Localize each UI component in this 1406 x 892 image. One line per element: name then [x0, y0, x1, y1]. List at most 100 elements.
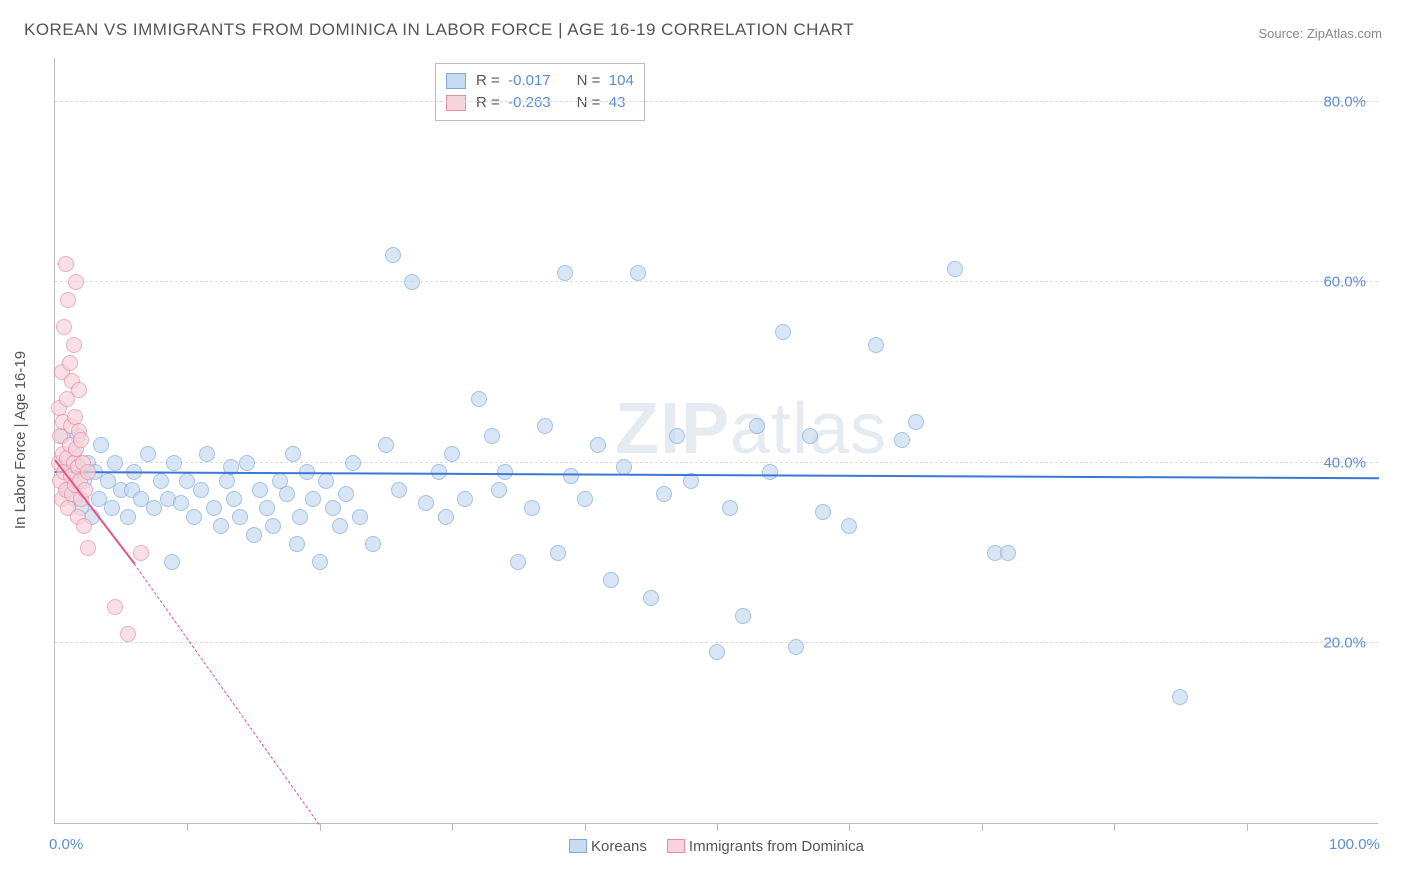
data-point — [120, 626, 136, 642]
y-axis-label: In Labor Force | Age 16-19 — [12, 351, 29, 529]
legend-row: R = -0.017N = 104 — [446, 70, 634, 92]
data-point — [352, 509, 368, 525]
data-point — [66, 337, 82, 353]
data-point — [76, 518, 92, 534]
source-prefix: Source: — [1258, 26, 1306, 41]
data-point — [630, 265, 646, 281]
data-point — [292, 509, 308, 525]
y-tick-label: 40.0% — [1323, 454, 1366, 471]
x-tick — [187, 823, 188, 831]
data-point — [471, 391, 487, 407]
data-point — [557, 265, 573, 281]
legend-label: Koreans — [591, 838, 647, 855]
data-point — [537, 418, 553, 434]
legend-swatch — [667, 839, 685, 853]
data-point — [868, 337, 884, 353]
y-tick-label: 80.0% — [1323, 94, 1366, 111]
data-point — [213, 518, 229, 534]
data-point — [246, 527, 262, 543]
y-tick-label: 60.0% — [1323, 274, 1366, 291]
data-point — [908, 414, 924, 430]
data-point — [80, 540, 96, 556]
data-point — [1172, 689, 1188, 705]
data-point — [120, 509, 136, 525]
data-point — [365, 536, 381, 552]
x-tick — [452, 823, 453, 831]
gridline-h — [55, 281, 1378, 282]
data-point — [206, 500, 222, 516]
data-point — [93, 437, 109, 453]
data-point — [338, 486, 354, 502]
data-point — [199, 446, 215, 462]
source-credit: Source: ZipAtlas.com — [1258, 26, 1382, 41]
data-point — [133, 545, 149, 561]
x-tick-label: 0.0% — [49, 836, 83, 853]
data-point — [173, 495, 189, 511]
data-point — [232, 509, 248, 525]
legend-r-label: R = -0.017 — [476, 70, 551, 92]
data-point — [762, 464, 778, 480]
data-point — [289, 536, 305, 552]
data-point — [563, 468, 579, 484]
data-point — [226, 491, 242, 507]
data-point — [252, 482, 268, 498]
gridline-h — [55, 101, 1378, 102]
series-legend: Koreans Immigrants from Dominica — [55, 838, 1378, 858]
data-point — [656, 486, 672, 502]
data-point — [709, 644, 725, 660]
data-point — [788, 639, 804, 655]
data-point — [669, 428, 685, 444]
data-point — [431, 464, 447, 480]
data-point — [71, 382, 87, 398]
data-point — [285, 446, 301, 462]
x-tick — [717, 823, 718, 831]
data-point — [404, 274, 420, 290]
data-point — [894, 432, 910, 448]
data-point — [841, 518, 857, 534]
data-point — [80, 464, 96, 480]
data-point — [312, 554, 328, 570]
data-point — [325, 500, 341, 516]
data-point — [62, 355, 78, 371]
data-point — [107, 599, 123, 615]
data-point — [107, 455, 123, 471]
data-point — [56, 319, 72, 335]
data-point — [1000, 545, 1016, 561]
source-link[interactable]: ZipAtlas.com — [1307, 26, 1382, 41]
data-point — [444, 446, 460, 462]
data-point — [186, 509, 202, 525]
data-point — [438, 509, 454, 525]
data-point — [391, 482, 407, 498]
data-point — [550, 545, 566, 561]
data-point — [239, 455, 255, 471]
legend-item: Koreans — [569, 838, 647, 855]
data-point — [219, 473, 235, 489]
data-point — [484, 428, 500, 444]
data-point — [735, 608, 751, 624]
legend-row: R = -0.263N = 43 — [446, 92, 634, 114]
data-point — [166, 455, 182, 471]
trend-line — [55, 471, 1379, 479]
trend-line — [134, 563, 320, 825]
data-point — [616, 459, 632, 475]
gridline-h — [55, 642, 1378, 643]
data-point — [378, 437, 394, 453]
data-point — [60, 292, 76, 308]
data-point — [385, 247, 401, 263]
x-tick — [849, 823, 850, 831]
legend-swatch — [446, 95, 466, 111]
data-point — [577, 491, 593, 507]
data-point — [318, 473, 334, 489]
legend-item: Immigrants from Dominica — [667, 838, 864, 855]
correlation-legend: R = -0.017N = 104R = -0.263N = 43 — [435, 63, 645, 121]
data-point — [643, 590, 659, 606]
data-point — [457, 491, 473, 507]
y-tick-label: 20.0% — [1323, 634, 1366, 651]
data-point — [345, 455, 361, 471]
legend-swatch — [446, 73, 466, 89]
data-point — [524, 500, 540, 516]
x-tick — [1247, 823, 1248, 831]
data-point — [491, 482, 507, 498]
data-point — [497, 464, 513, 480]
data-point — [58, 256, 74, 272]
